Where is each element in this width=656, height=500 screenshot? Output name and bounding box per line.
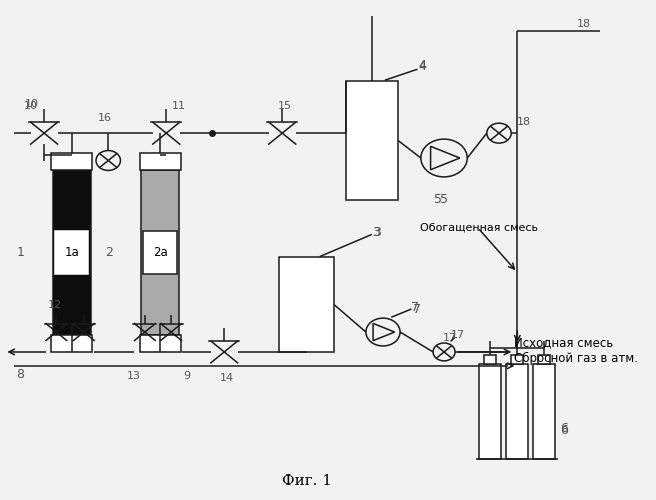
Bar (279, 258, 334, 352)
Text: 3: 3 (373, 226, 381, 239)
Bar (533, 364, 554, 459)
Text: 7: 7 (413, 303, 420, 316)
Text: 11: 11 (171, 101, 186, 111)
Text: 18: 18 (516, 117, 531, 127)
Text: 2а: 2а (153, 246, 167, 259)
Text: 5: 5 (440, 193, 448, 206)
Text: 16: 16 (98, 113, 112, 123)
Bar (144, 230, 177, 274)
Text: 12: 12 (48, 300, 62, 310)
Bar (346, 81, 398, 200)
Text: Исходная смесь: Исходная смесь (514, 336, 613, 349)
Bar (51, 152, 92, 170)
Text: 7: 7 (411, 300, 419, 314)
Text: Фиг. 1: Фиг. 1 (281, 474, 332, 488)
Bar (479, 364, 501, 459)
Text: 4: 4 (419, 60, 426, 72)
Text: 10: 10 (25, 100, 39, 110)
Text: 17: 17 (443, 333, 457, 343)
Text: 6: 6 (560, 422, 568, 436)
Bar (506, 364, 528, 459)
Bar (140, 152, 180, 170)
Bar (140, 334, 180, 352)
Text: 3: 3 (372, 226, 380, 239)
Text: 18: 18 (577, 19, 590, 29)
Text: 9: 9 (183, 371, 190, 381)
Text: 10: 10 (24, 101, 37, 111)
Text: 6: 6 (560, 424, 567, 437)
Text: Сбросной газ в атм.: Сбросной газ в атм. (514, 352, 638, 365)
Text: 15: 15 (278, 101, 293, 111)
Text: 14: 14 (220, 373, 234, 383)
Text: 5: 5 (434, 193, 442, 206)
Bar (511, 356, 523, 364)
Text: 2: 2 (106, 246, 113, 259)
Bar (141, 170, 179, 334)
Text: 17: 17 (451, 330, 464, 340)
Bar (483, 356, 496, 364)
Text: 1а: 1а (64, 246, 79, 259)
Text: Обогащенная смесь: Обогащенная смесь (420, 222, 538, 232)
Bar (51, 334, 92, 352)
Bar (52, 170, 91, 334)
Bar (537, 356, 550, 364)
Text: 13: 13 (127, 371, 141, 381)
Bar (55, 230, 89, 274)
Text: 1: 1 (17, 246, 25, 259)
Text: 8: 8 (16, 368, 24, 381)
Text: 4: 4 (419, 58, 426, 71)
